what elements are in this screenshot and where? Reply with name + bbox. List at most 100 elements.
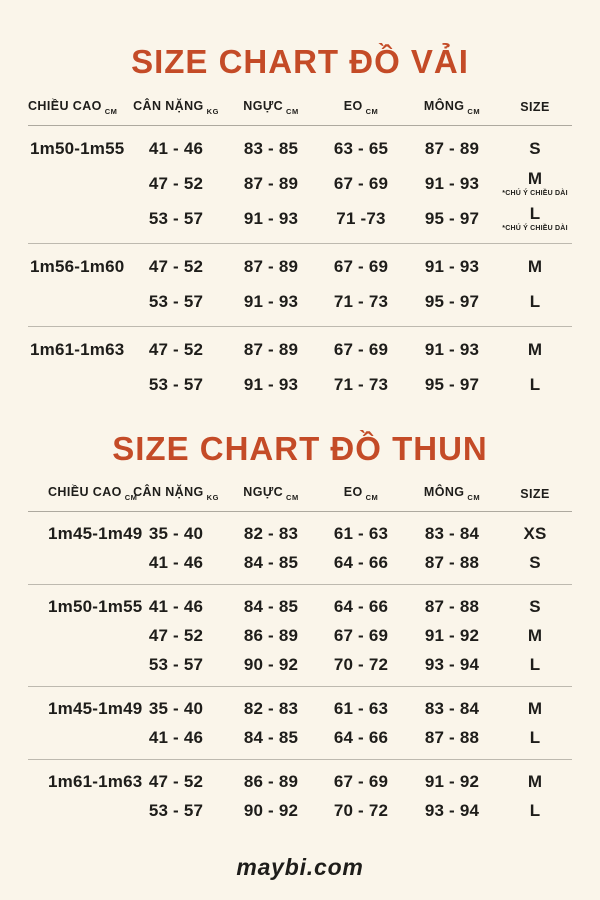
height-cell (28, 621, 126, 650)
size-label: L (529, 203, 541, 223)
height-cell (28, 723, 126, 760)
weight-cell: 53 - 57 (148, 654, 204, 674)
unit-label: KG (206, 493, 219, 503)
column-header-size: SIZE (520, 100, 550, 115)
weight-cell: 53 - 57 (148, 375, 204, 395)
weight-cell: 41 - 46 (148, 552, 204, 572)
size-cell: M (527, 625, 543, 645)
hip-cell: 95 - 97 (424, 292, 480, 312)
bust-cell: 82 - 83 (243, 523, 299, 543)
waist-cell: 71 -73 (336, 209, 386, 229)
height-cell (28, 202, 126, 244)
bust-cell: 84 - 85 (243, 596, 299, 616)
weight-cell: 53 - 57 (148, 800, 204, 820)
weight-cell: 53 - 57 (148, 209, 204, 229)
size-cell: L (498, 368, 572, 409)
size-label: M (527, 168, 543, 188)
hip-cell: 83 - 84 (424, 523, 480, 543)
height-cell: 1m56-1m60 (30, 257, 125, 277)
size-table-vai: CHIỀU CAO CM CÂN NẶNG KG NGỰC CM EO CM MÔNG C… (28, 95, 572, 409)
hip-cell: 87 - 88 (424, 727, 480, 747)
table-row: 1m50-1m55 41 - 46 83 - 85 63 - 65 87 - 8… (28, 125, 572, 167)
hip-cell: 87 - 89 (424, 139, 480, 159)
table-row: 1m45-1m49 35 - 40 82 - 83 61 - 63 83 - 8… (28, 512, 572, 549)
column-header-waist: EO CM (343, 98, 379, 116)
height-cell: 1m61-1m63 (30, 340, 125, 360)
waist-cell: 61 - 63 (333, 523, 389, 543)
waist-cell: 64 - 66 (333, 552, 389, 572)
height-cell (28, 368, 126, 409)
table-row: 41 - 46 84 - 85 64 - 66 87 - 88 L (28, 723, 572, 760)
bust-cell: 84 - 85 (243, 727, 299, 747)
table-row: 1m61-1m63 47 - 52 86 - 89 67 - 69 91 - 9… (28, 760, 572, 797)
waist-cell: 63 - 65 (333, 139, 389, 159)
hip-cell: 91 - 93 (424, 257, 480, 277)
height-cell (28, 167, 126, 202)
column-header-weight: CÂN NẶNG KG (133, 485, 219, 503)
weight-cell: 35 - 40 (148, 523, 204, 543)
weight-cell: 47 - 52 (148, 625, 204, 645)
bust-cell: 84 - 85 (243, 552, 299, 572)
unit-label: CM (286, 493, 299, 503)
hip-cell: 93 - 94 (424, 654, 480, 674)
table-row: 47 - 52 87 - 89 67 - 69 91 - 93 M *CHÚ Ý … (28, 167, 572, 202)
page-title-vai: SIZE CHART ĐỒ VẢI (131, 43, 469, 80)
bust-cell: 91 - 93 (243, 209, 299, 229)
size-cell: M (527, 698, 543, 718)
waist-cell: 70 - 72 (333, 654, 389, 674)
length-note: *CHÚ Ý CHIỀU DÀI (502, 225, 568, 233)
weight-cell: 53 - 57 (148, 292, 204, 312)
bust-cell: 87 - 89 (243, 257, 299, 277)
weight-cell: 47 - 52 (148, 257, 204, 277)
height-cell: 1m50-1m55 (48, 596, 143, 616)
waist-cell: 67 - 69 (333, 257, 389, 277)
size-cell: S (498, 125, 572, 167)
size-cell: M (498, 243, 572, 285)
table-row: 1m45-1m49 35 - 40 82 - 83 61 - 63 83 - 8… (28, 687, 572, 724)
table-row: 53 - 57 91 - 93 71 - 73 95 - 97 L (28, 285, 572, 327)
column-header-height: CHIỀU CAO CM (28, 98, 118, 116)
size-cell: M *CHÚ Ý CHIỀU DÀI (498, 167, 572, 202)
size-label: L (529, 291, 541, 311)
hip-cell: 91 - 92 (424, 625, 480, 645)
table-row: 1m61-1m63 47 - 52 87 - 89 67 - 69 91 - 9… (28, 326, 572, 368)
waist-cell: 67 - 69 (333, 771, 389, 791)
table-row: 53 - 57 91 - 93 71 -73 95 - 97 L *CHÚ Ý C… (28, 202, 572, 244)
weight-cell: 41 - 46 (148, 139, 204, 159)
height-cell: 1m61-1m63 (48, 771, 143, 791)
bust-cell: 90 - 92 (243, 654, 299, 674)
unit-label: CM (467, 493, 481, 503)
table-row: 53 - 57 90 - 92 70 - 72 93 - 94 L (28, 650, 572, 687)
unit-label: CM (104, 106, 118, 116)
table-row: 41 - 46 84 - 85 64 - 66 87 - 88 S (28, 548, 572, 585)
height-cell (28, 285, 126, 327)
waist-cell: 67 - 69 (333, 625, 389, 645)
bust-cell: 86 - 89 (243, 625, 299, 645)
height-section: 1m61-1m63 47 - 52 87 - 89 67 - 69 91 - 9… (28, 326, 572, 409)
weight-cell: 41 - 46 (148, 596, 204, 616)
hip-cell: 91 - 93 (424, 174, 480, 194)
column-header-hip: MÔNG CM (423, 485, 481, 503)
unit-label: CM (124, 493, 138, 503)
column-header-size: SIZE (520, 486, 550, 501)
site-footer: maybi.com (236, 854, 364, 881)
size-label: S (529, 138, 541, 158)
bust-cell: 83 - 85 (243, 139, 299, 159)
size-cell: L (529, 654, 541, 674)
size-table-thun: CHIỀU CAO CM CÂN NẶNG KG NGỰC CM EO CM MÔNG C… (28, 481, 572, 832)
height-cell: 1m50-1m55 (30, 139, 125, 159)
waist-cell: 64 - 66 (333, 596, 389, 616)
weight-cell: 47 - 52 (148, 771, 204, 791)
height-section: 1m50-1m55 41 - 46 84 - 85 64 - 66 87 - 8… (28, 584, 572, 687)
height-section: 1m56-1m60 47 - 52 87 - 89 67 - 69 91 - 9… (28, 243, 572, 326)
bust-cell: 86 - 89 (243, 771, 299, 791)
size-label: M (527, 339, 543, 359)
column-header-waist: EO CM (343, 485, 379, 503)
height-cell (28, 548, 126, 585)
height-section: 1m45-1m49 35 - 40 82 - 83 61 - 63 83 - 8… (28, 686, 572, 760)
column-header-height: CHIỀU CAO CM (48, 485, 138, 503)
height-cell (28, 796, 126, 832)
bust-cell: 90 - 92 (243, 800, 299, 820)
page-title-thun: SIZE CHART ĐỒ THUN (112, 429, 488, 467)
